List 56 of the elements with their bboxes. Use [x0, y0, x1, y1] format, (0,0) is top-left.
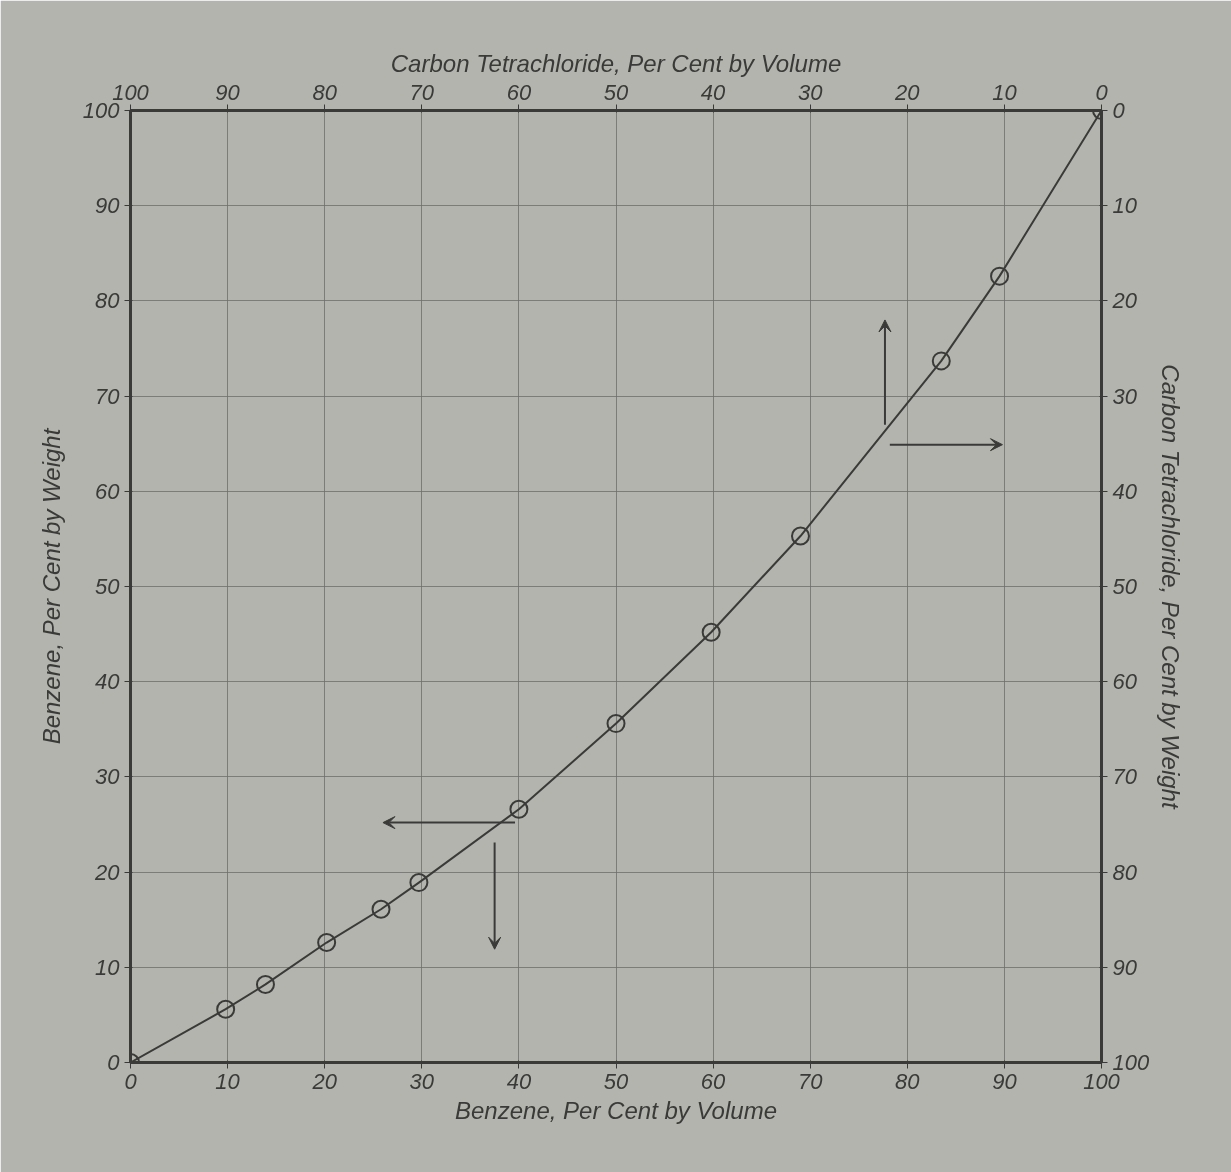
y-tick-label: 80 [95, 288, 121, 314]
y-axis-title: Benzene, Per Cent by Weight [37, 427, 65, 745]
x2-tick-label: 20 [894, 79, 921, 105]
point [216, 999, 236, 1019]
y-tick-label: 10 [95, 954, 121, 980]
x2-tick-label: 50 [603, 79, 629, 105]
y-tick-label: 40 [95, 669, 121, 695]
x-axis-title: Benzene, Per Cent by Volume [455, 1096, 777, 1124]
y2-tick-label: 30 [1112, 383, 1138, 409]
x2-tick-label: 30 [797, 79, 824, 105]
x-tick-label: 60 [700, 1068, 727, 1094]
x2-tick-label: 60 [506, 79, 532, 105]
x-tick-label: 40 [506, 1068, 532, 1094]
point [606, 714, 626, 734]
x-tick-label: 0 [124, 1068, 138, 1094]
y2-tick-label: 50 [1112, 574, 1138, 599]
y-tick-label: 20 [94, 859, 121, 885]
x2-tick-label: 70 [409, 79, 435, 105]
x-tick-label: 80 [895, 1068, 921, 1094]
x-tick-label: 30 [409, 1068, 435, 1094]
x2-tick-label: 80 [312, 79, 338, 105]
x2-tick-label: 0 [1095, 79, 1109, 105]
y2-tick-label: 100 [1112, 1050, 1150, 1075]
y2-tick-label: 40 [1112, 478, 1138, 504]
y2-tick-label: 60 [1112, 669, 1138, 695]
y-tick-label: 90 [95, 193, 121, 219]
y2-tick-label: 80 [1112, 859, 1138, 885]
y2-tick-label: 90 [1112, 954, 1138, 980]
y-tick-label: 50 [95, 574, 121, 599]
x-tick-label: 90 [992, 1068, 1018, 1094]
y-tick-label: 0 [107, 1050, 121, 1075]
point [317, 933, 337, 953]
x2-axis-title: Carbon Tetrachloride, Per Cent by Volume [390, 49, 842, 77]
point [931, 351, 951, 371]
point [701, 622, 721, 642]
y2-tick-label: 70 [1112, 764, 1138, 790]
y2-tick-label: 10 [1112, 193, 1138, 219]
y2-tick-label: 20 [1111, 288, 1138, 314]
point [255, 974, 275, 994]
point [409, 873, 429, 893]
x-tick-label: 50 [603, 1068, 629, 1094]
x-tick-label: 20 [311, 1068, 338, 1094]
x-tick-label: 10 [215, 1068, 241, 1094]
y2-tick-label: 0 [1112, 98, 1126, 123]
point [790, 526, 810, 546]
point [990, 266, 1010, 286]
y-tick-label: 60 [95, 478, 121, 504]
x2-tick-label: 40 [700, 79, 727, 105]
y2-axis-title: Carbon Tetrachloride, Per Cent by Weight [1157, 364, 1185, 810]
point [371, 899, 391, 919]
x2-tick-label: 90 [215, 79, 241, 105]
x-tick-label: 70 [797, 1068, 824, 1094]
x2-tick-label: 10 [992, 79, 1018, 105]
y-tick-label: 70 [95, 383, 121, 409]
y-tick-label: 30 [95, 764, 121, 790]
point [509, 799, 529, 819]
